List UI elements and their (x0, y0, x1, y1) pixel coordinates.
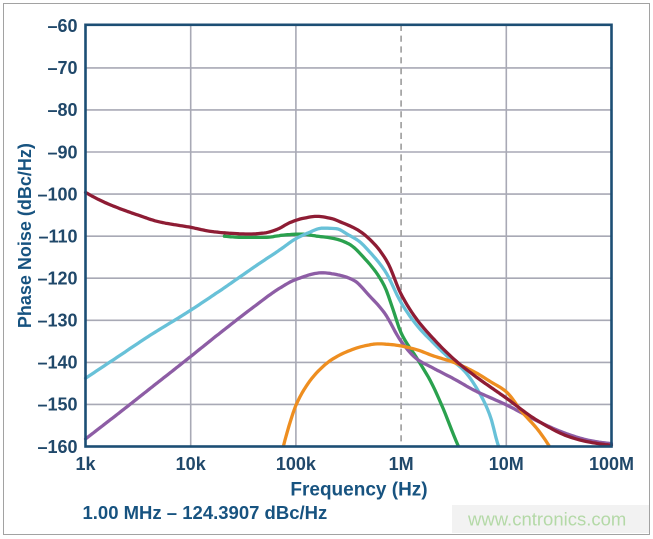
svg-text:1k: 1k (75, 454, 96, 474)
svg-text:10k: 10k (176, 454, 207, 474)
svg-text:–70: –70 (47, 58, 77, 78)
svg-text:–100: –100 (37, 184, 77, 204)
svg-text:–60: –60 (47, 16, 77, 36)
svg-text:–80: –80 (47, 100, 77, 120)
svg-text:100M: 100M (589, 454, 634, 474)
svg-text:1.00 MHz – 124.3907 dBc/Hz: 1.00 MHz – 124.3907 dBc/Hz (83, 502, 328, 523)
svg-text:1M: 1M (389, 454, 414, 474)
svg-text:www.cntronics.com: www.cntronics.com (467, 508, 626, 529)
svg-text:Phase Noise (dBc/Hz): Phase Noise (dBc/Hz) (15, 143, 35, 328)
svg-text:–130: –130 (37, 311, 77, 331)
svg-text:–90: –90 (47, 142, 77, 162)
svg-text:100k: 100k (276, 454, 317, 474)
svg-text:–160: –160 (37, 437, 77, 457)
svg-text:–110: –110 (38, 227, 77, 247)
svg-text:–140: –140 (37, 353, 77, 373)
svg-text:–150: –150 (37, 395, 77, 415)
svg-text:–120: –120 (37, 269, 77, 289)
svg-text:Frequency (Hz): Frequency (Hz) (290, 479, 427, 500)
svg-text:10M: 10M (489, 454, 524, 474)
